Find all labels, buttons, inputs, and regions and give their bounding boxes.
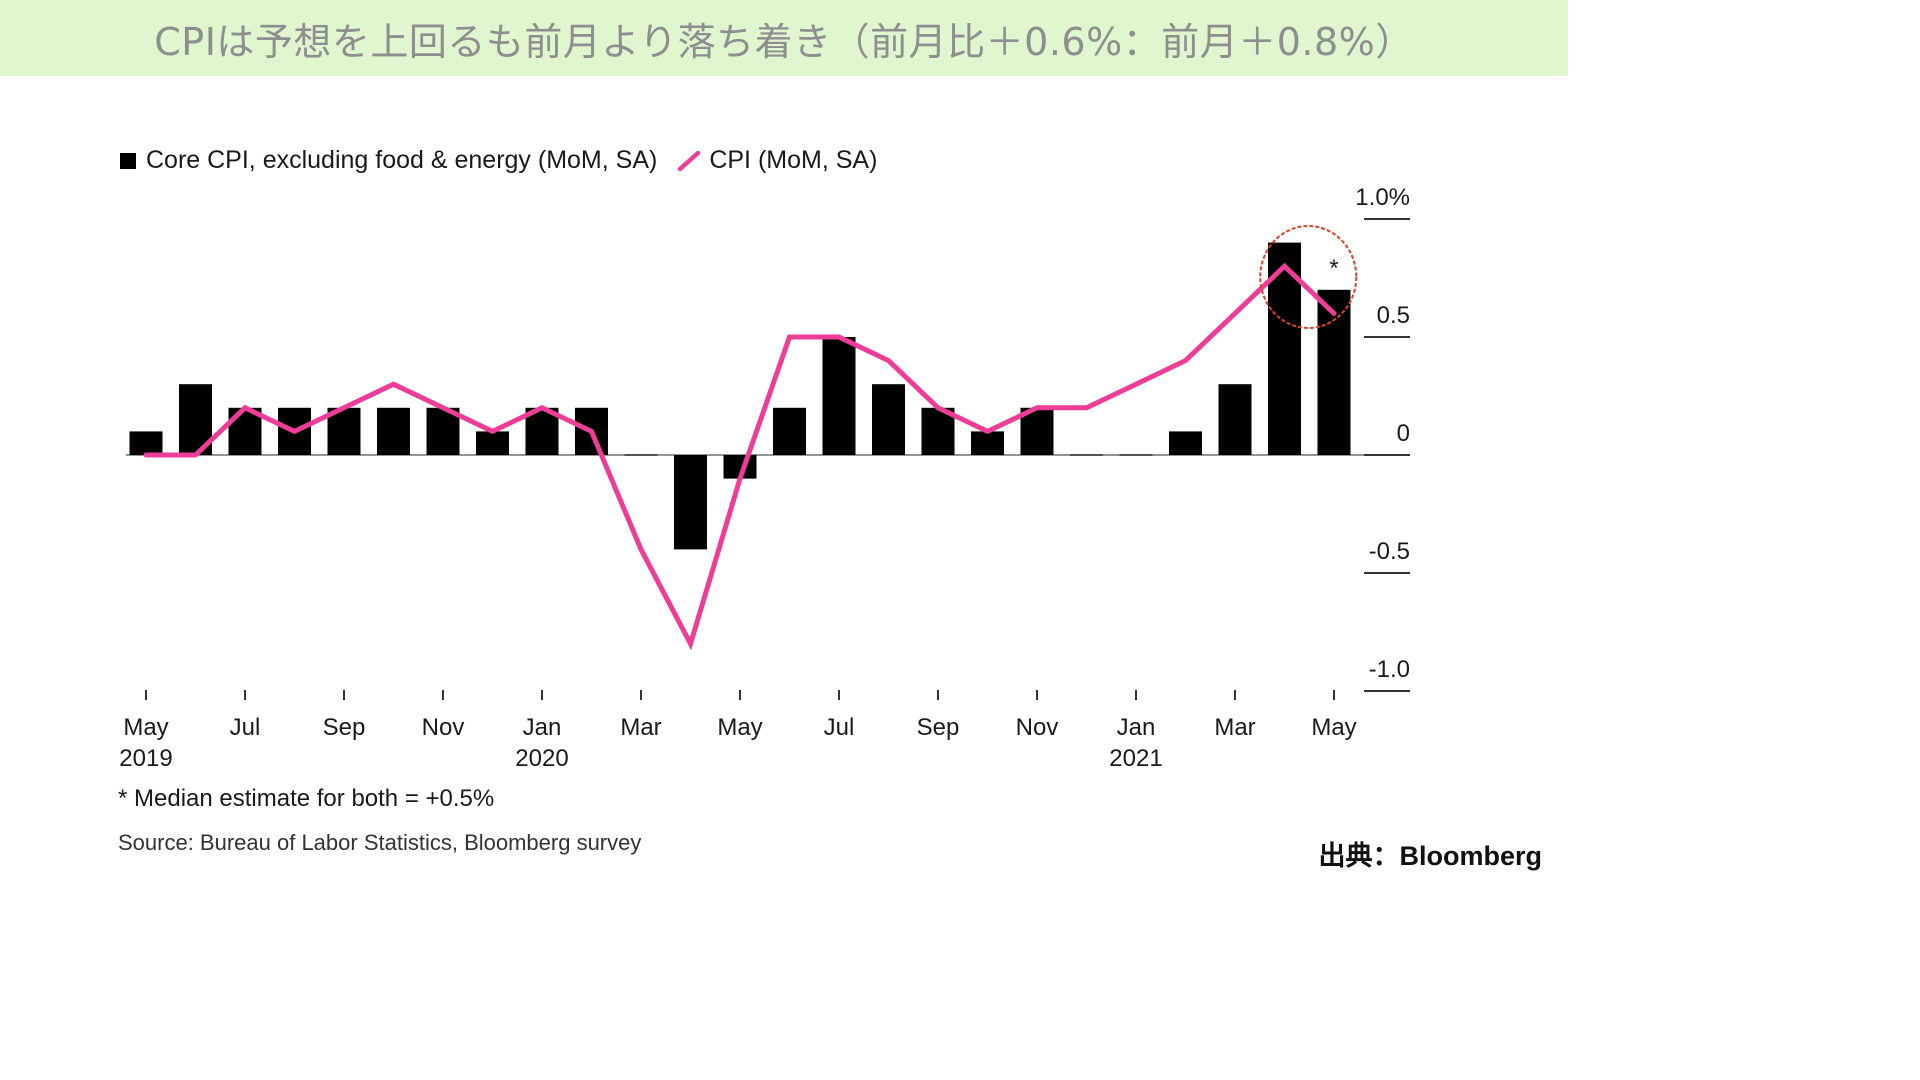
x-tick-label: Jan [523,714,562,741]
y-tick-label: 0 [1397,420,1410,447]
x-tick-label: Nov [422,714,465,741]
x-tick-label: Jul [824,714,855,741]
x-tick-label: Jul [230,714,261,741]
core-cpi-bar [1317,289,1351,455]
core-cpi-bar [773,407,806,455]
highlight-circle [1259,225,1358,329]
source-text: Source: Bureau of Labor Statistics, Bloo… [118,830,642,855]
banner-title: CPIは予想を上回るも前月より落ち着き（前月比＋0.6%：前月＋0.8%） [154,19,1414,64]
core-cpi-bar [872,384,905,455]
chart-legend: Core CPI, excluding food & energy (MoM, … [120,146,877,175]
core-cpi-bar [822,337,856,455]
cpi-chart: 1.0% 0.5 0 -0.5 -1.0 May 2019 Jul Sep Nov Jan 2020 M… [119,184,1410,772]
legend-core-swatch [120,152,136,169]
x-tick-label: Jan [1117,714,1156,741]
footnote: * Median estimate for both = +0.5% [118,785,495,812]
x-tick-year-label: 2019 [119,745,172,772]
y-tick-label: 1.0% [1355,184,1410,211]
core-cpi-bar [377,407,410,455]
x-tick-label: May [123,714,168,741]
core-cpi-bar [476,431,509,455]
y-tick-label: -0.5 [1369,538,1410,565]
core-cpi-bar [1218,384,1252,455]
y-tick-label: 0.5 [1377,302,1410,329]
credit-text: 出典：Bloomberg [1318,841,1542,871]
legend-cpi-label: CPI (MoM, SA) [709,146,878,174]
x-tick-label: May [1311,714,1356,741]
x-tick-label: May [717,714,762,741]
x-tick-year-label: 2020 [515,745,568,772]
median-asterisk: * [1329,255,1338,282]
x-tick-label: Mar [620,714,661,741]
core-cpi-bar [1070,454,1103,456]
core-cpi-bar [129,431,163,455]
x-tick-label: Sep [323,714,366,741]
legend-core-label: Core CPI, excluding food & energy (MoM, … [146,146,658,174]
x-tick-year-label: 2021 [1109,745,1162,772]
x-tick-label: Nov [1016,714,1059,741]
core-cpi-bar [1119,454,1153,456]
core-cpi-bar [674,455,707,550]
cpi-line [143,262,1337,651]
core-cpi-bar [1169,431,1202,455]
core-cpi-bar [624,454,658,456]
title-banner: CPIは予想を上回るも前月より落ち着き（前月比＋0.6%：前月＋0.8%） [0,0,1568,76]
core-cpi-bar [971,431,1004,455]
x-tick-label: Mar [1214,714,1255,741]
y-tick-label: -1.0 [1369,656,1410,683]
x-tick-label: Sep [917,714,960,741]
legend-cpi-swatch [678,150,701,171]
